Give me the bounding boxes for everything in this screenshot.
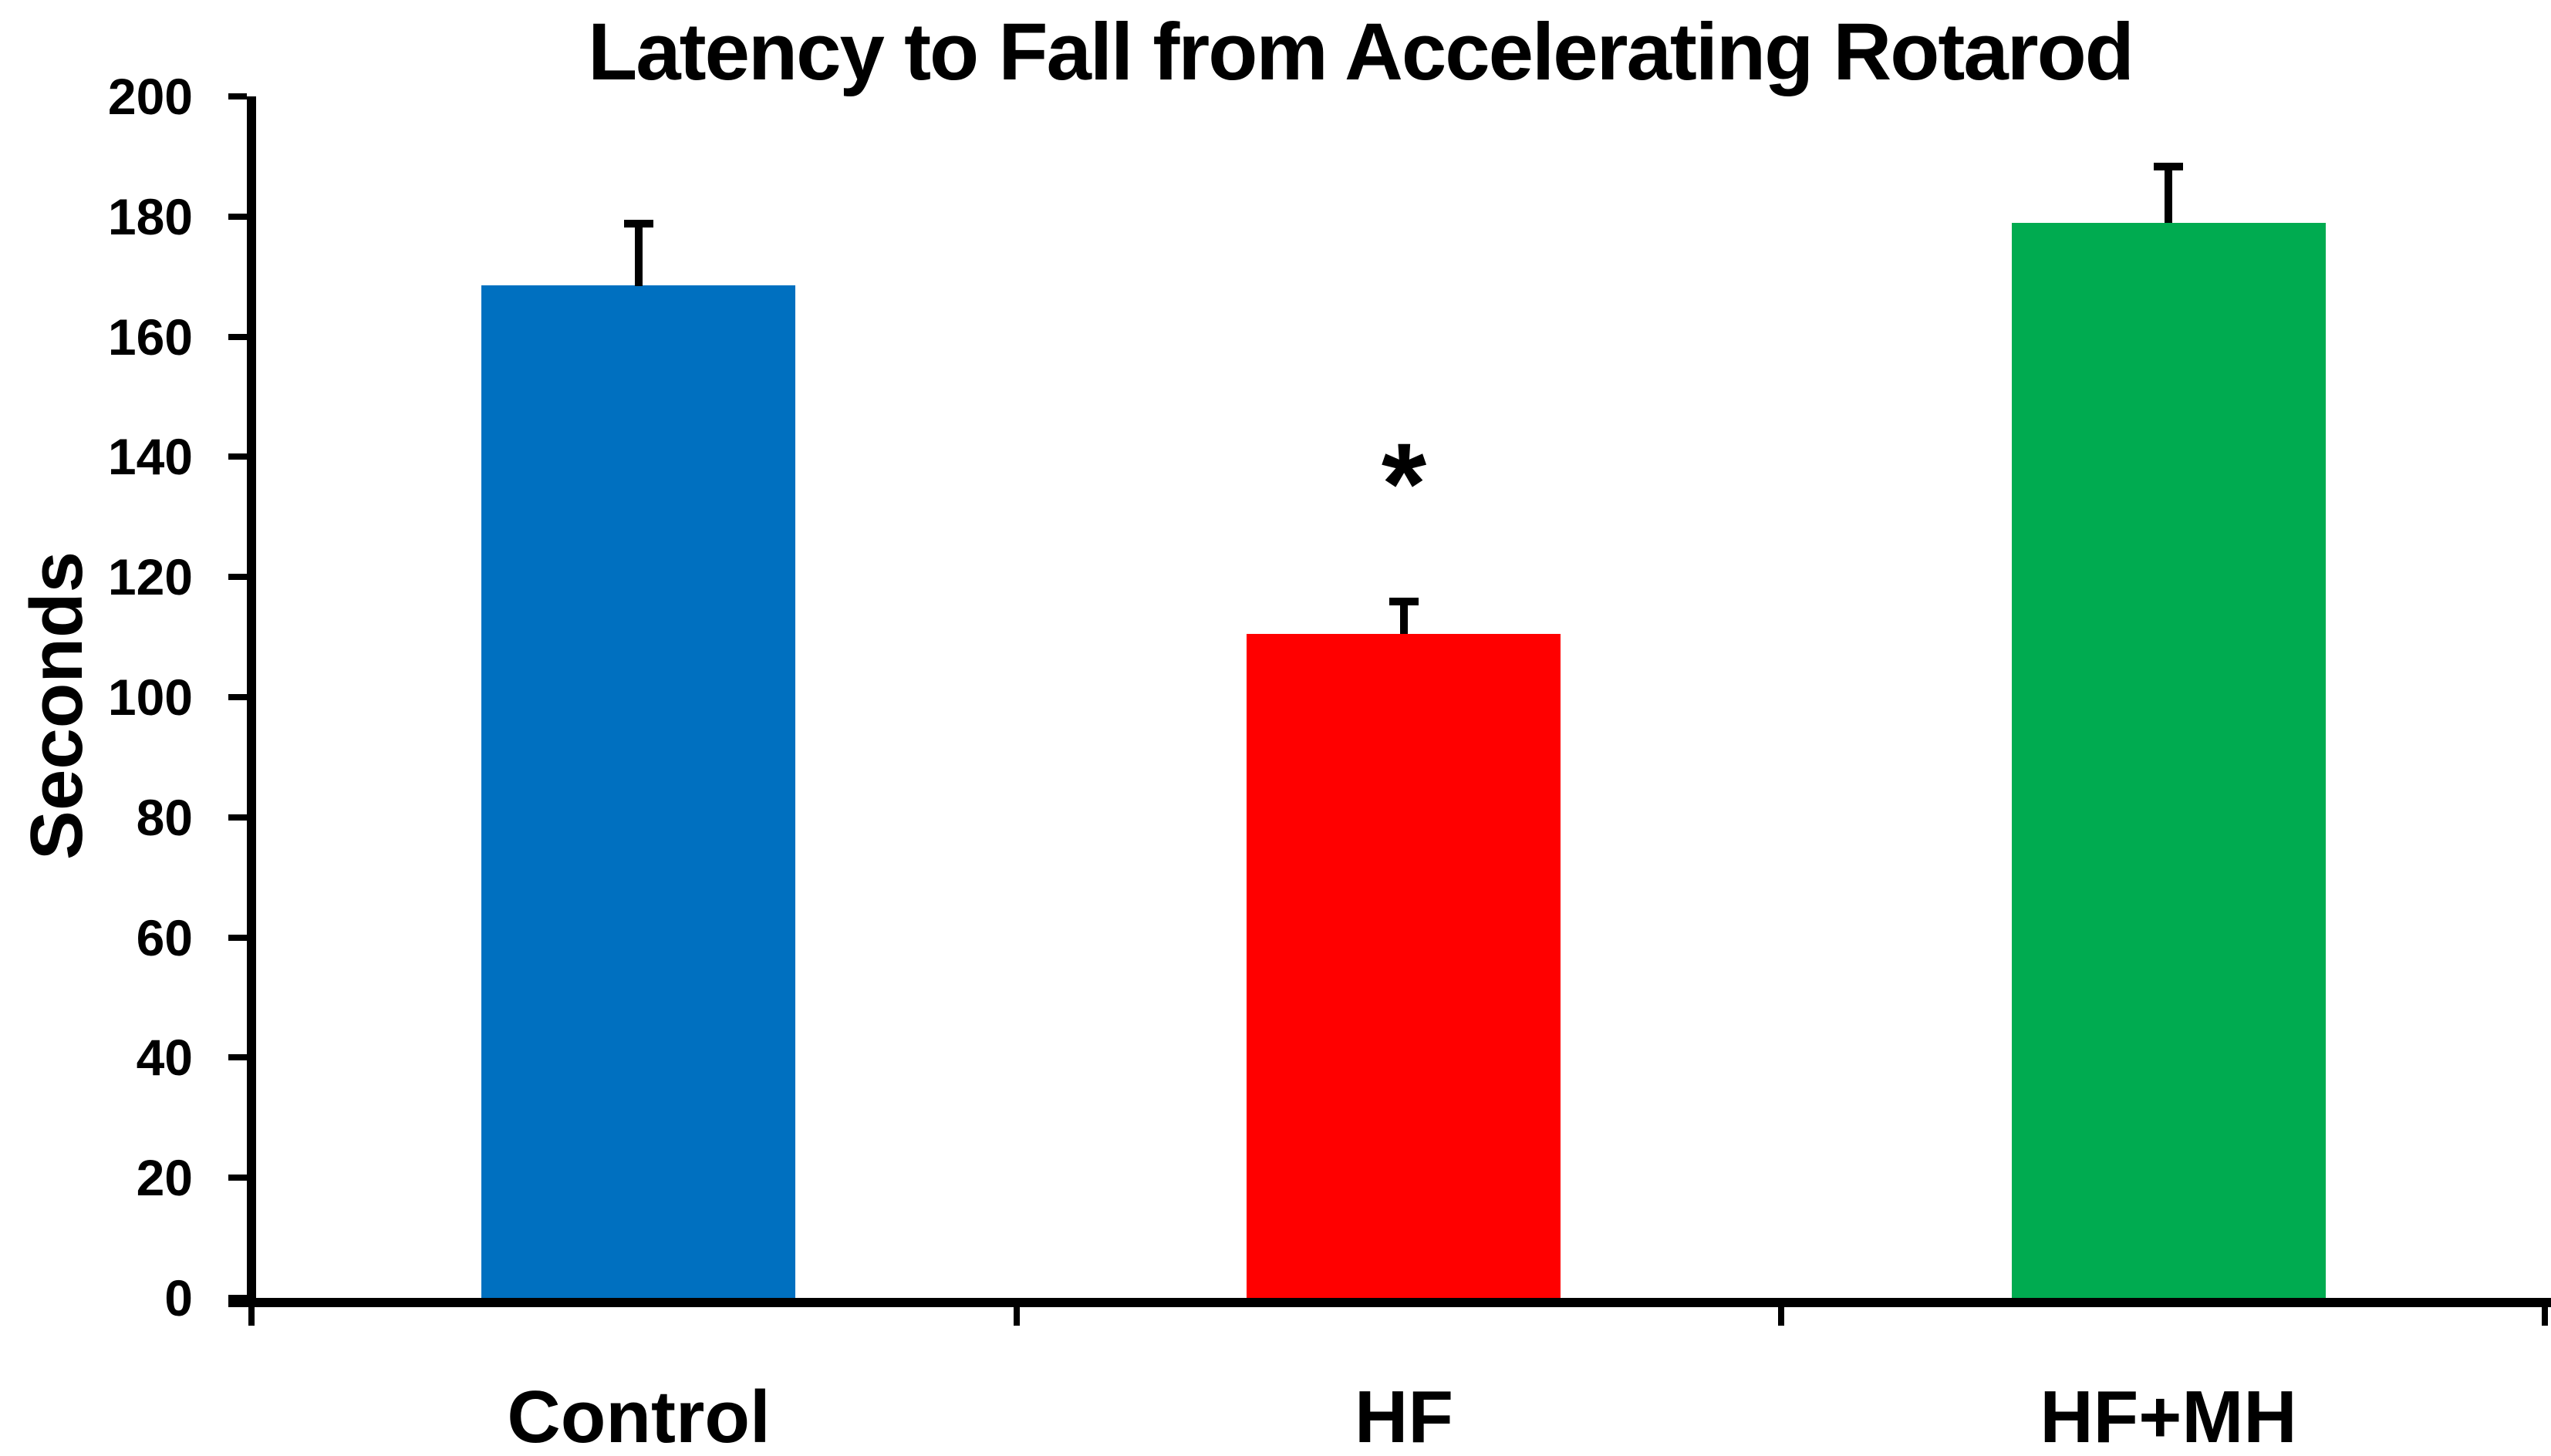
y-tick-mark (228, 214, 247, 220)
y-tick-label: 20 (136, 1149, 193, 1206)
y-tick-label: 140 (107, 428, 193, 485)
y-tick-mark (228, 694, 247, 700)
y-tick-mark (228, 935, 247, 941)
y-tick-label: 160 (107, 308, 193, 366)
x-category-label: HF (1355, 1376, 1453, 1456)
bar-hf-mh (2012, 223, 2326, 1298)
x-axis-line (228, 1298, 2551, 1307)
y-tick-label: 120 (107, 548, 193, 605)
x-category-label: Control (507, 1376, 771, 1456)
y-tick-label: 0 (164, 1269, 193, 1326)
error-bar-line (2165, 163, 2172, 223)
x-category-label: HF+MH (2040, 1376, 2297, 1456)
y-tick-mark (228, 1175, 247, 1181)
y-axis-line (247, 96, 256, 1307)
y-tick-mark (228, 1295, 247, 1301)
y-tick-label: 180 (107, 188, 193, 245)
bar-control (481, 285, 795, 1298)
y-tick-mark (228, 1054, 247, 1060)
y-tick-mark (228, 93, 247, 99)
error-bar-line (1400, 598, 1408, 634)
y-tick-label: 100 (107, 669, 193, 726)
y-tick-mark (228, 574, 247, 580)
x-tick-mark (1014, 1307, 1020, 1326)
x-tick-mark (248, 1307, 255, 1326)
y-tick-label: 40 (136, 1029, 193, 1086)
error-bar-line (635, 220, 643, 286)
significance-asterisk: * (1381, 419, 1427, 548)
error-bar-cap (1389, 598, 1419, 605)
x-tick-mark (1778, 1307, 1784, 1326)
y-tick-label: 80 (136, 789, 193, 846)
bar-hf (1247, 634, 1561, 1298)
y-tick-label: 60 (136, 909, 193, 966)
error-bar-cap (2154, 163, 2183, 170)
y-tick-mark (228, 453, 247, 460)
error-bar-cap (624, 220, 653, 228)
chart-title: Latency to Fall from Accelerating Rotaro… (588, 7, 2134, 97)
x-tick-mark (2542, 1307, 2548, 1326)
y-tick-mark (228, 334, 247, 340)
y-tick-label: 200 (107, 68, 193, 125)
y-tick-mark (228, 814, 247, 821)
